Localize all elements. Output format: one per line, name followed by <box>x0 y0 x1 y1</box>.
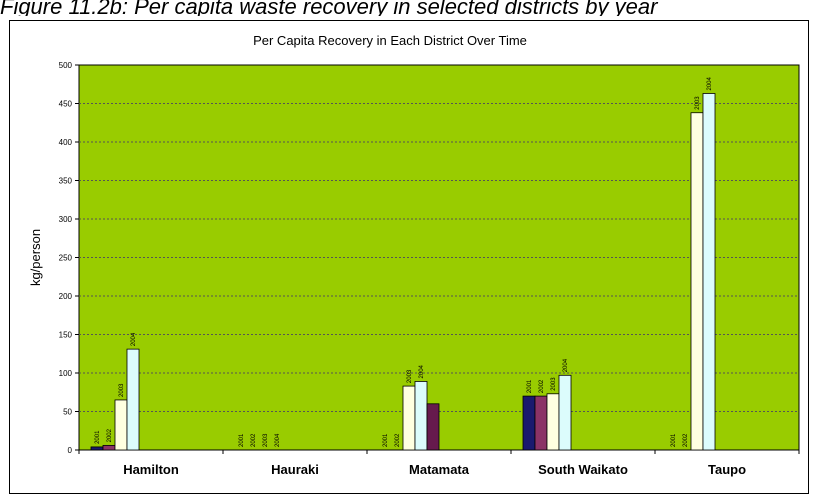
bar <box>558 374 572 451</box>
bar-labels: 2001 2002 2003 2004 2001 2002 2003 2004 2001 2002… <box>95 76 713 447</box>
x-tick-label: Hamilton <box>123 462 179 477</box>
bar <box>534 395 548 451</box>
bar-data-label: 2002 <box>395 433 401 447</box>
y-tick-label: 450 <box>59 100 73 109</box>
gridlines <box>79 103 799 412</box>
chart-title: Per Capita Recovery in Each District Ove… <box>253 33 527 48</box>
y-axis-label: kg/person <box>28 229 43 286</box>
bar-data-label: 2003 <box>695 96 701 110</box>
bar-data-label: 2002 <box>683 433 689 447</box>
bar-data-label: 2004 <box>419 364 425 378</box>
x-tick-label: Matamata <box>409 462 470 477</box>
y-tick-label: 250 <box>59 254 73 263</box>
y-tick-label: 500 <box>59 61 73 70</box>
bar-data-label: 2001 <box>383 433 389 447</box>
y-tick-label: 350 <box>59 177 73 186</box>
y-tick-label: 0 <box>68 446 73 455</box>
bar-data-label: 2001 <box>239 433 245 447</box>
bar <box>90 446 104 451</box>
bar <box>126 348 140 451</box>
bar <box>414 381 428 451</box>
bar <box>102 444 116 451</box>
bar-data-label: 2004 <box>275 433 281 447</box>
bar-data-label: 2003 <box>551 377 557 391</box>
y-tick-label: 100 <box>59 369 73 378</box>
bar <box>702 93 716 451</box>
y-tick-label: 200 <box>59 292 73 301</box>
bar <box>402 385 416 451</box>
bar <box>426 403 440 451</box>
x-tick-label: Taupo <box>708 462 746 477</box>
figure-caption: Figure 11.2b: Per capita waste recovery … <box>0 0 658 16</box>
bar-data-label: 2003 <box>119 383 125 397</box>
axes: 0 50 100 150 200 250 300 350 400 450 500 Hamilton Ha… <box>59 61 800 477</box>
bar-data-label: 2004 <box>131 332 137 346</box>
bar-data-label: 2002 <box>539 379 545 393</box>
bar <box>546 393 560 451</box>
bar-data-label: 2003 <box>407 369 413 383</box>
x-tick-label: Hauraki <box>271 462 319 477</box>
bar-data-label: 2001 <box>95 430 101 444</box>
bar-chart: Per Capita Recovery in Each District Ove… <box>28 33 800 477</box>
y-tick-label: 400 <box>59 138 73 147</box>
bar-data-label: 2003 <box>263 433 269 447</box>
bar-data-label: 2002 <box>107 428 113 442</box>
bar-data-label: 2002 <box>251 433 257 447</box>
bars <box>90 93 716 451</box>
bar-data-label: 2004 <box>707 76 713 90</box>
bar <box>522 395 536 451</box>
y-tick-label: 150 <box>59 331 73 340</box>
bar-data-label: 2001 <box>527 379 533 393</box>
y-tick-label: 50 <box>63 408 72 417</box>
bar-data-label: 2004 <box>563 358 569 372</box>
bar-data-label: 2001 <box>671 433 677 447</box>
bar <box>690 112 704 451</box>
y-tick-label: 300 <box>59 215 73 224</box>
x-tick-label: South Waikato <box>538 462 628 477</box>
chart-frame: Per Capita Recovery in Each District Ove… <box>9 20 809 494</box>
bar <box>114 399 128 451</box>
